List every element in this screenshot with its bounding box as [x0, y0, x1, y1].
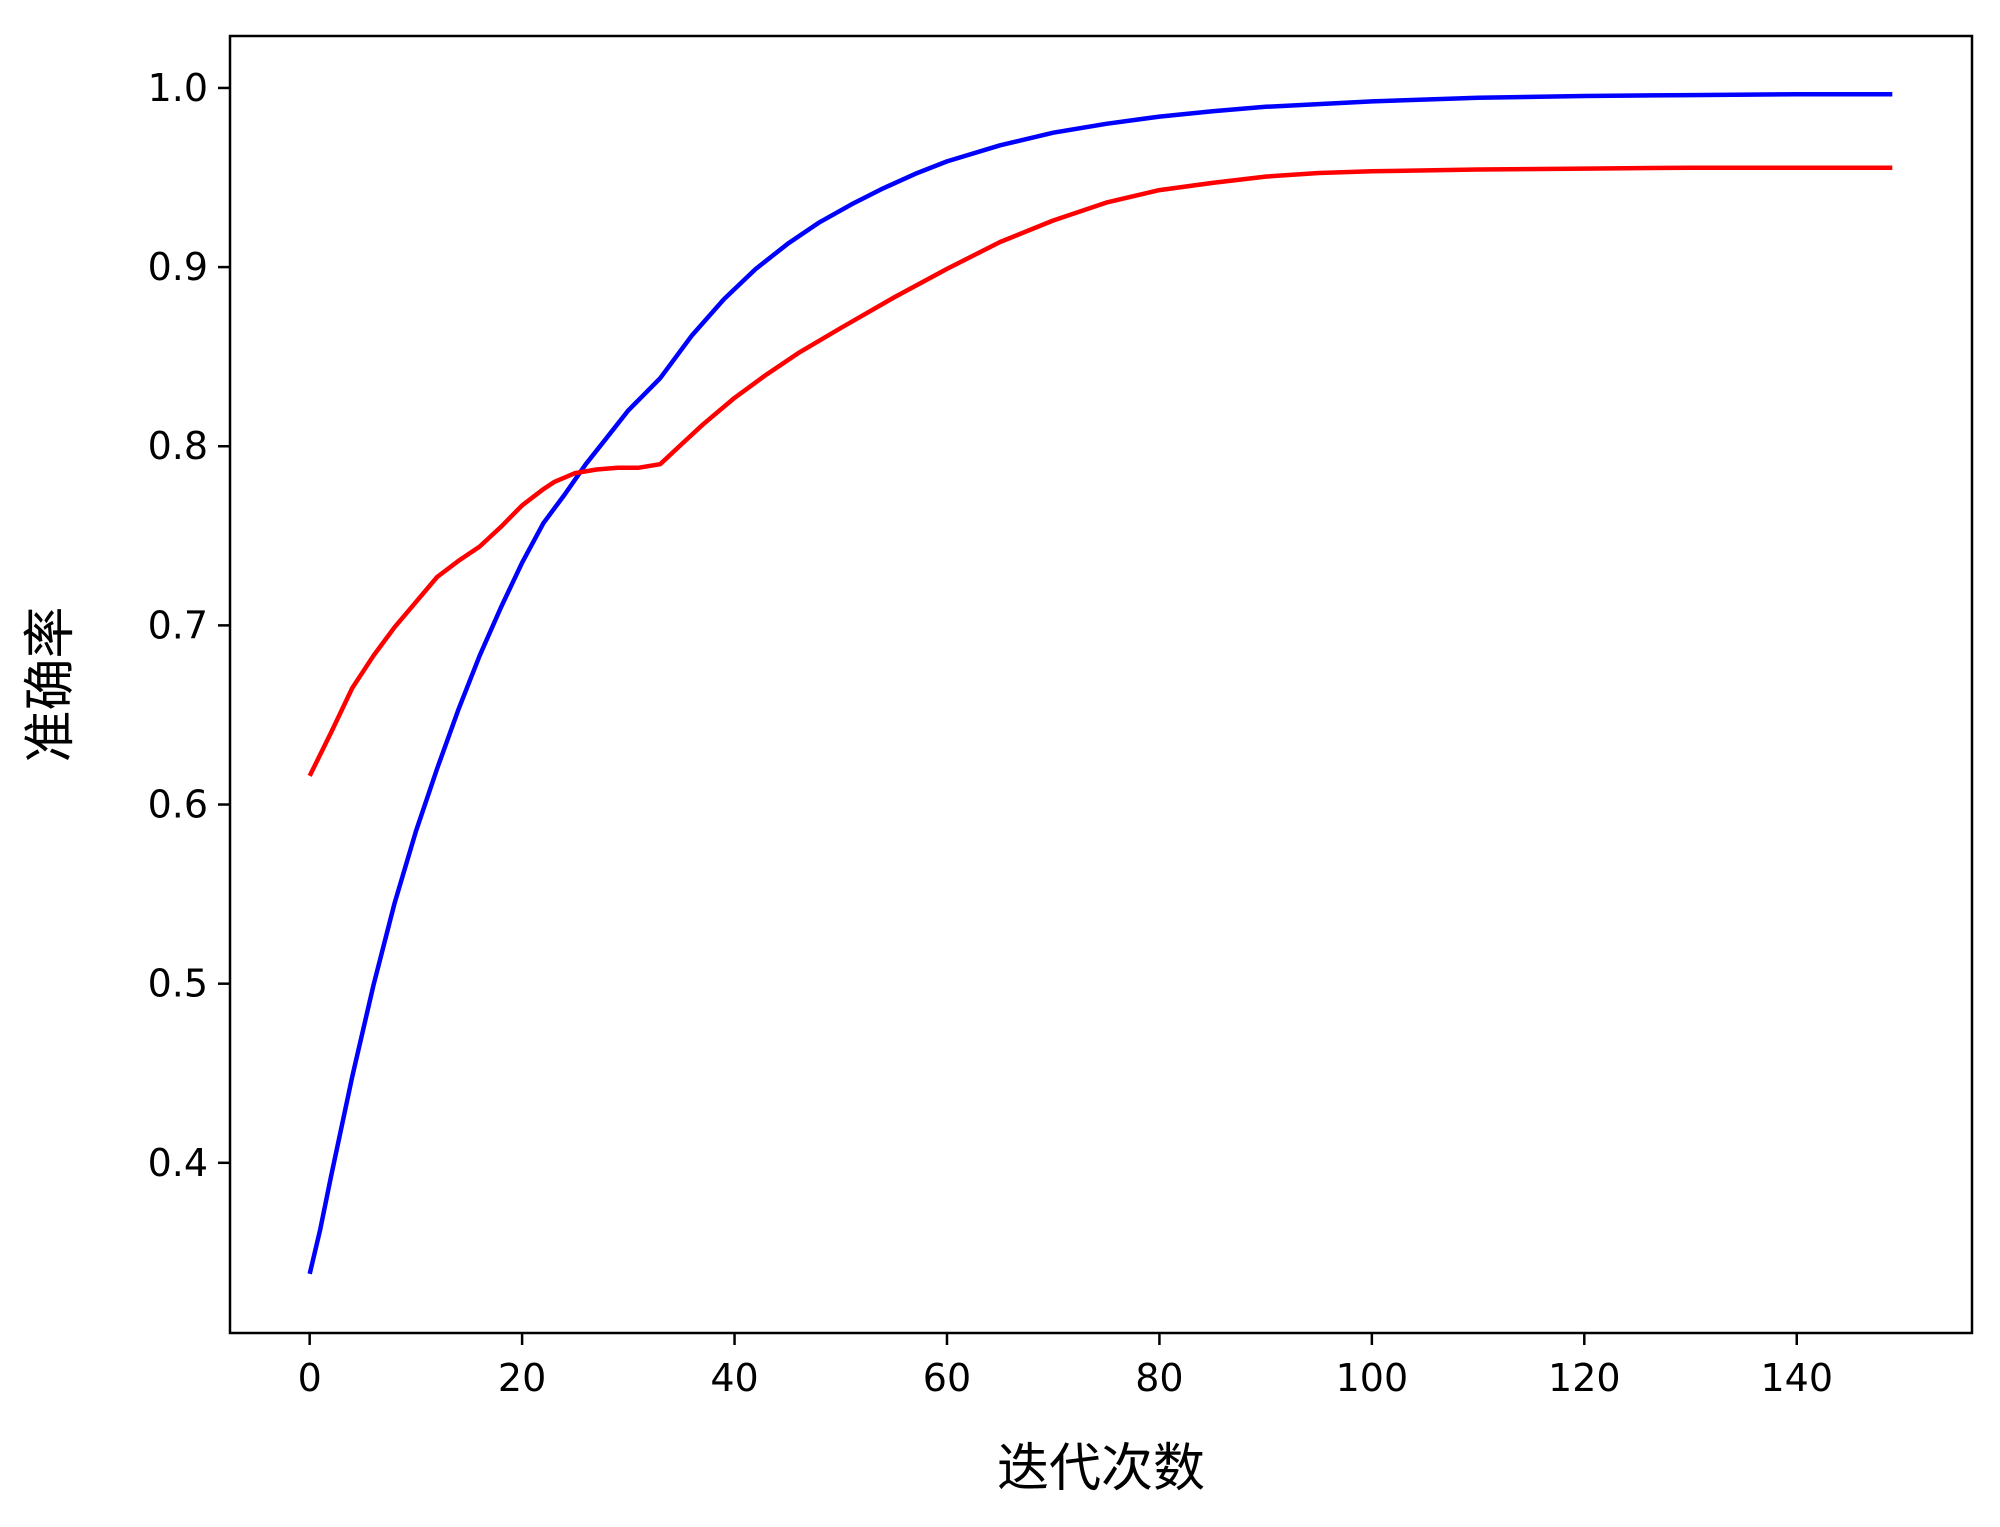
series-line-2	[307, 165, 1893, 777]
x-tick-label: 60	[923, 1356, 971, 1400]
plot-area	[307, 91, 1893, 1275]
y-tick-label: 0.5	[148, 962, 208, 1006]
series-line-1	[307, 91, 1893, 1275]
y-tick-label: 0.4	[148, 1141, 208, 1185]
y-tick-label: 0.6	[148, 783, 208, 827]
axes-frame	[228, 34, 1974, 1335]
tick-marks: 0 20 40 60 80 100 120 140 0.4 0.5 0.6 0.7 0.8 0.9 1.0	[148, 66, 1833, 1400]
x-tick-label: 120	[1548, 1356, 1621, 1400]
y-axis-label: 准确率	[21, 606, 81, 762]
y-tick-label: 1.0	[148, 66, 208, 110]
x-tick-label: 20	[498, 1356, 546, 1400]
x-tick-label: 140	[1760, 1356, 1833, 1400]
y-tick-label: 0.8	[148, 424, 208, 468]
x-tick-label: 80	[1135, 1356, 1183, 1400]
y-tick-label: 0.9	[148, 245, 208, 289]
x-tick-label: 100	[1336, 1356, 1409, 1400]
y-tick-label: 0.7	[148, 603, 208, 647]
x-tick-label: 0	[298, 1356, 322, 1400]
x-axis-label: 迭代次数	[997, 1439, 1205, 1499]
x-tick-label: 40	[710, 1356, 758, 1400]
